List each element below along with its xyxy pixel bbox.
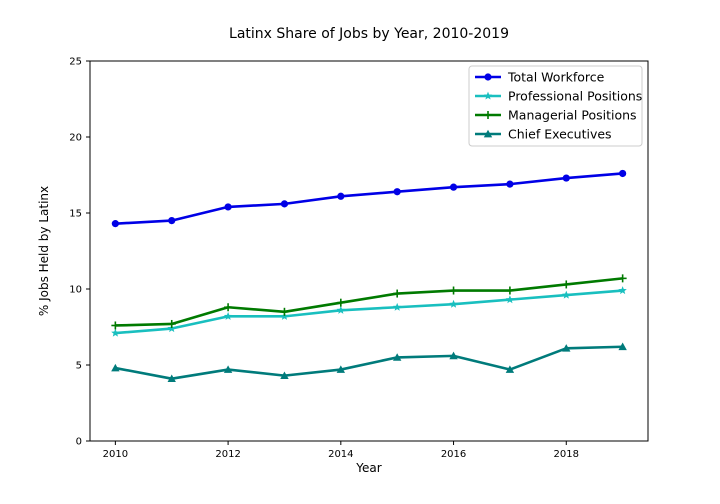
y-tick-label: 15 bbox=[69, 209, 82, 220]
data-point bbox=[167, 319, 176, 328]
chart-title: Latinx Share of Jobs by Year, 2010-2019 bbox=[229, 26, 509, 42]
data-point bbox=[223, 311, 233, 320]
series-1 bbox=[111, 286, 627, 337]
x-tick-label: 2016 bbox=[441, 449, 466, 460]
data-point bbox=[393, 302, 402, 311]
data-point bbox=[111, 363, 120, 372]
y-tick-label: 5 bbox=[76, 361, 82, 372]
data-point bbox=[111, 220, 119, 228]
data-point bbox=[111, 321, 120, 330]
x-tick-label: 2010 bbox=[103, 449, 128, 460]
data-point bbox=[449, 351, 458, 360]
data-point bbox=[393, 188, 401, 196]
data-point bbox=[618, 274, 627, 283]
x-tick-label: 2012 bbox=[215, 449, 240, 460]
data-point bbox=[562, 290, 571, 299]
data-point bbox=[336, 298, 345, 307]
data-point bbox=[449, 299, 458, 308]
data-point bbox=[336, 365, 346, 373]
data-point bbox=[562, 344, 571, 352]
data-point bbox=[167, 374, 176, 383]
data-point bbox=[224, 303, 233, 312]
legend-item: Chief Executives bbox=[475, 127, 612, 142]
data-point bbox=[449, 286, 458, 295]
data-point bbox=[280, 371, 289, 379]
legend-item: Professional Positions bbox=[475, 89, 642, 104]
data-point bbox=[392, 353, 402, 361]
legend-box bbox=[468, 65, 643, 147]
y-tick-label: 0 bbox=[76, 437, 82, 448]
legend-label: Total Workforce bbox=[507, 70, 605, 85]
data-point bbox=[393, 289, 402, 298]
data-point bbox=[337, 192, 345, 200]
data-point bbox=[449, 183, 458, 191]
data-point bbox=[619, 169, 627, 178]
y-axis-label: % Jobs Held by Latinx bbox=[37, 186, 51, 316]
data-point bbox=[223, 365, 233, 373]
legend-item: Total Workforce bbox=[475, 70, 605, 85]
series-2 bbox=[111, 274, 627, 330]
legend-label: Professional Positions bbox=[508, 89, 642, 104]
series-3 bbox=[111, 342, 627, 383]
data-point bbox=[618, 342, 627, 351]
series-line bbox=[115, 277, 623, 327]
legend-label: Managerial Positions bbox=[508, 108, 637, 123]
data-point bbox=[280, 311, 289, 320]
series-0 bbox=[111, 169, 627, 228]
data-point bbox=[562, 174, 570, 182]
data-point bbox=[336, 305, 345, 314]
y-tick-label: 10 bbox=[69, 285, 82, 296]
series-line bbox=[115, 172, 623, 225]
plot-area: 2010 2012 2014 2016 2018 0 5 10 15 20 25 bbox=[69, 57, 649, 460]
legend-label: Chief Executives bbox=[508, 127, 612, 142]
plot-frame bbox=[89, 60, 649, 442]
legend-marker bbox=[484, 73, 492, 81]
series-line bbox=[115, 289, 623, 335]
legend-marker bbox=[483, 129, 493, 138]
data-point bbox=[280, 307, 289, 316]
x-tick-label: 2018 bbox=[554, 449, 579, 460]
data-point bbox=[224, 203, 232, 211]
legend-marker bbox=[483, 91, 493, 100]
x-tick-label: 2014 bbox=[328, 449, 353, 460]
data-point bbox=[168, 217, 176, 225]
series-line bbox=[115, 345, 623, 380]
data-point bbox=[280, 200, 289, 208]
data-point bbox=[505, 295, 515, 304]
data-point bbox=[505, 286, 514, 295]
data-point bbox=[562, 280, 571, 289]
y-tick-label: 25 bbox=[69, 57, 82, 68]
legend: Total Workforce Professional Positions Man… bbox=[468, 65, 643, 147]
data-point bbox=[505, 365, 515, 373]
x-axis-label: Year bbox=[355, 461, 381, 475]
data-point bbox=[111, 328, 120, 337]
legend-marker bbox=[484, 111, 492, 119]
data-point bbox=[618, 286, 627, 295]
y-tick-label: 20 bbox=[69, 133, 82, 144]
data-point bbox=[506, 180, 514, 188]
data-point bbox=[167, 324, 176, 333]
legend-item: Managerial Positions bbox=[475, 108, 637, 123]
